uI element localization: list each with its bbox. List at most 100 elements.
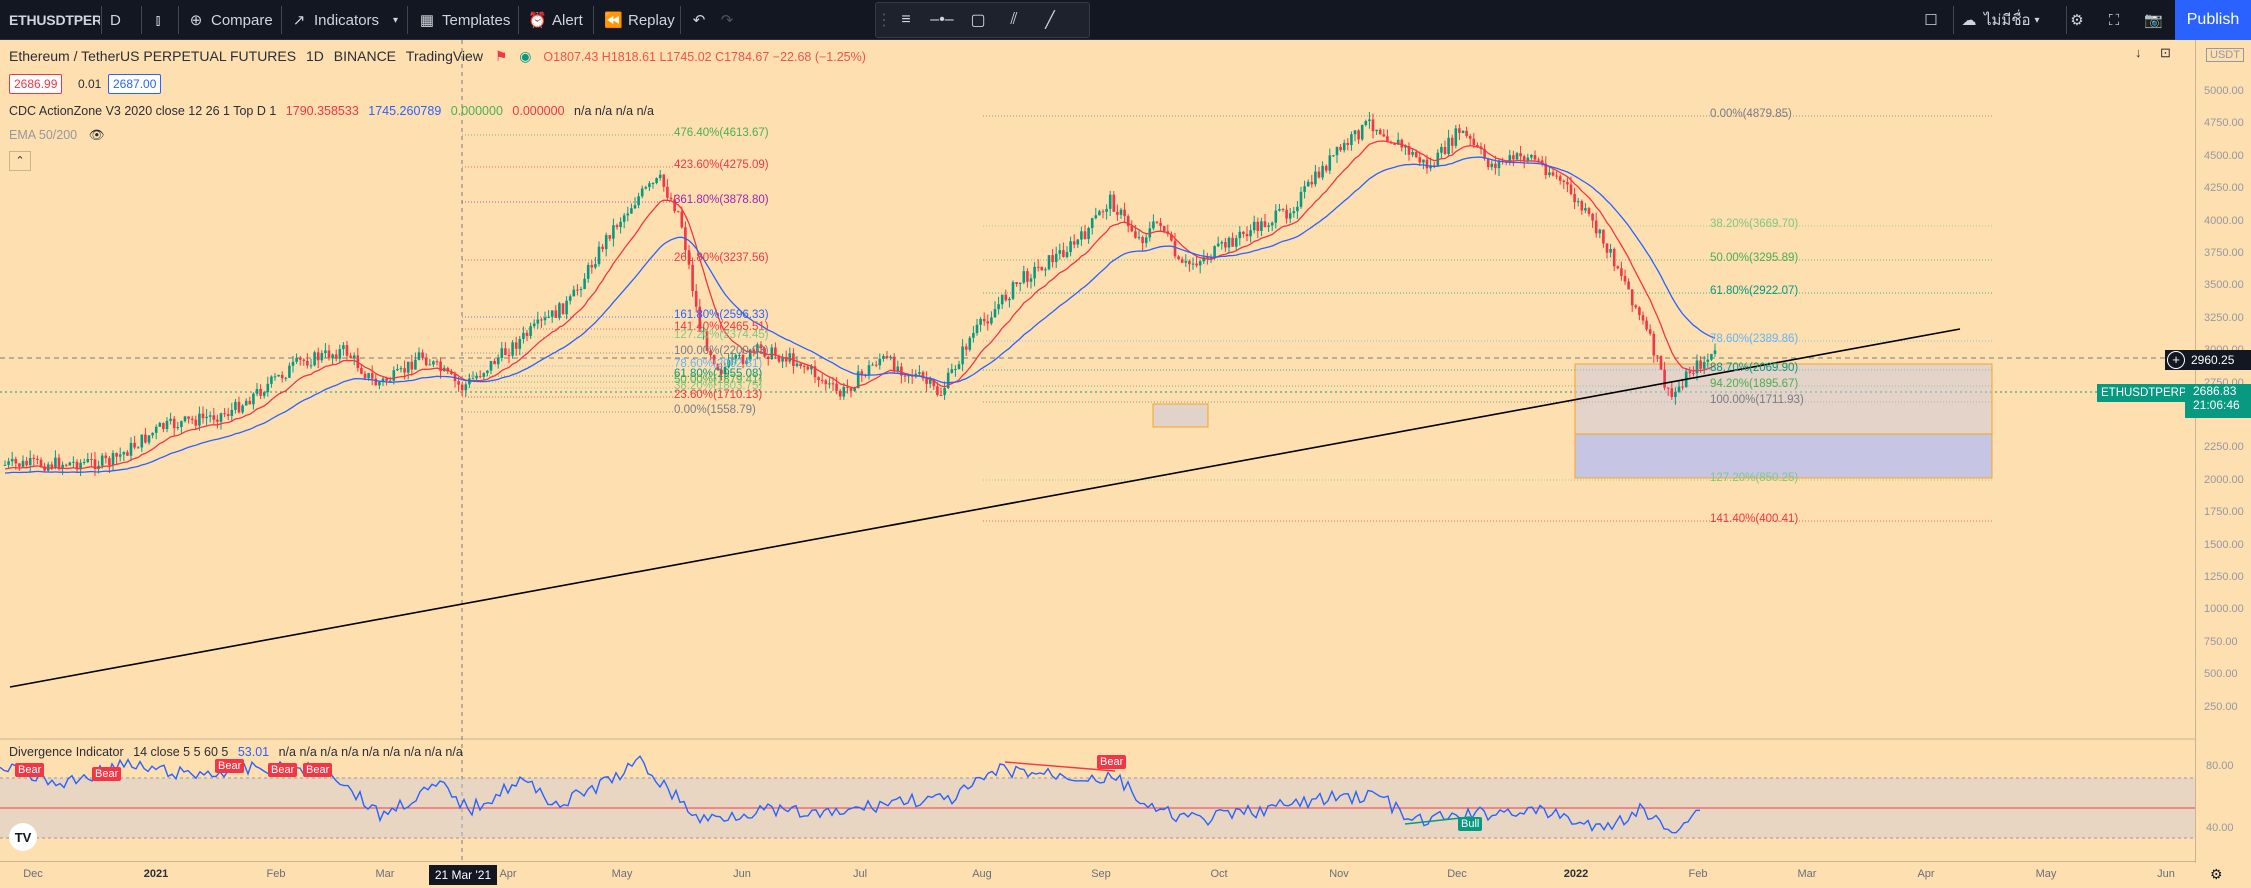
bid-price-box[interactable]: 2686.99 [9, 74, 63, 94]
chart-pane[interactable]: Ethereum / TetherUS PERPETUAL FUTURES 1D… [0, 40, 2195, 863]
candle-body [698, 306, 702, 332]
separator [407, 6, 408, 34]
candle-body [180, 421, 183, 427]
indicator2-name: EMA 50/200 [9, 128, 78, 142]
candle-body [993, 309, 997, 318]
candle-body [1404, 145, 1407, 148]
layout-name-button[interactable]: ☁ ไม่มีชื่อ ▾ [1960, 0, 2040, 40]
candle-body [504, 348, 507, 355]
candle-body [190, 418, 194, 420]
candle-body [14, 458, 18, 464]
symbol-price-tag: ETHUSDTPERP [2097, 384, 2187, 402]
chart-canvas[interactable] [0, 40, 2195, 863]
candle-body [1004, 294, 1008, 301]
candle-body [43, 466, 46, 471]
compare-label: Compare [211, 11, 273, 29]
time-tick-label: Feb [266, 868, 286, 880]
fib-level-label: 0.00%(1558.79) [674, 404, 756, 416]
indicators-icon: ↗ [292, 12, 306, 29]
candle-body [979, 318, 982, 325]
candle-body [108, 458, 111, 466]
fib-extension-left[interactable] [462, 134, 675, 413]
scroll-bottom-button[interactable]: ↓ [2135, 45, 2142, 60]
tradingview-logo-icon[interactable]: TV [9, 823, 37, 851]
candle-body [1299, 191, 1303, 207]
candle-body [1598, 229, 1602, 234]
currency-label[interactable]: USDT [2206, 48, 2244, 62]
candle-body [277, 374, 280, 377]
fib-tool-icon[interactable]: ≡ [901, 11, 911, 28]
rectangle-tool-icon[interactable]: ▢ [970, 12, 986, 29]
candle-body [756, 344, 759, 352]
undo-button[interactable]: ↶ [690, 0, 714, 40]
fullscreen-button[interactable]: ⛶ [2105, 0, 2129, 40]
ask-price-box[interactable]: 2687.00 [108, 74, 162, 94]
candle-body [1296, 206, 1299, 212]
candle-body [284, 377, 288, 379]
candle-body [1587, 208, 1591, 214]
candle-body [223, 413, 226, 415]
price-axis[interactable]: USDT 5000.00 4750.00 4500.00 4250.00 4000.00… [2195, 40, 2251, 863]
candle-body [82, 462, 86, 464]
candle-body [1335, 146, 1339, 156]
eye-hidden-icon[interactable]: 👁 [88, 128, 105, 142]
price-tick-label: 5000.00 [2204, 85, 2244, 97]
candle-body [662, 174, 666, 187]
resistance-zone-rectangle[interactable] [1574, 363, 1993, 435]
candle-body [1530, 155, 1533, 158]
fib-retracement-right[interactable] [983, 115, 1993, 522]
collapse-legend-button[interactable]: ⌃ [9, 151, 31, 171]
trend-line[interactable] [9, 328, 1961, 688]
symbol-search-button[interactable]: ETHUSDTPERP [0, 0, 100, 40]
maximize-pane-button[interactable]: ⊡ [2160, 45, 2171, 61]
add-plus-icon[interactable]: + [2167, 351, 2185, 369]
candle-body [1634, 305, 1638, 308]
indicators-button[interactable]: ↗ Indicators ▾ [290, 0, 398, 40]
candle-body [1458, 128, 1461, 133]
layout-button[interactable]: ☐ [1922, 0, 1946, 40]
candle-body [1515, 153, 1519, 160]
price-tick-label: 4500.00 [2204, 149, 2244, 162]
publish-button[interactable]: Publish [2175, 0, 2251, 40]
flag-icon[interactable]: ⚑ [494, 48, 508, 64]
candle-body [234, 401, 237, 410]
candle-body [1674, 391, 1677, 398]
candle-body [75, 461, 79, 470]
small-zone-rectangle[interactable] [1152, 403, 1209, 428]
support-zone-rectangle[interactable] [1574, 433, 1993, 479]
interval-button[interactable]: D [110, 0, 130, 40]
candle-body [694, 290, 698, 307]
price-candles[interactable] [3, 111, 1717, 477]
gear-icon[interactable]: ⚙ [2210, 866, 2223, 882]
fib-level-label: 50.00%(3295.89) [1710, 252, 1799, 264]
templates-button[interactable]: ▦ Templates [418, 0, 510, 40]
candle-body [140, 434, 144, 448]
candle-body [198, 413, 201, 426]
settings-button[interactable]: ⚙ [2068, 0, 2092, 40]
snapshot-button[interactable]: 📷 [2144, 0, 2168, 40]
candle-body [648, 183, 651, 188]
candle-body [1548, 172, 1551, 176]
replay-button[interactable]: ⏪ Replay [604, 0, 675, 40]
candle-body [1303, 186, 1306, 192]
alert-button[interactable]: ⏰ Alert [528, 0, 583, 40]
redo-button[interactable]: ↷ [718, 0, 742, 40]
pitchfork-icon[interactable]: ⫽ [1010, 11, 1018, 28]
drag-handle-icon[interactable]: ⋮ [876, 12, 892, 29]
indicator2-legend[interactable]: EMA 50/200 👁 [9, 128, 104, 143]
candle-body [1188, 261, 1191, 265]
fib-level-label: 127.20%(2374.45) [674, 329, 769, 341]
candle-body [39, 459, 43, 467]
indicator1-value1: 1790.358533 [285, 104, 359, 118]
chart-type-button[interactable]: ⫾ [150, 0, 172, 40]
main-legend[interactable]: Ethereum / TetherUS PERPETUAL FUTURES 1D… [9, 48, 866, 65]
compare-button[interactable]: ⊕ Compare [187, 0, 273, 40]
candle-body [572, 289, 576, 297]
time-axis[interactable]: Dec 2021 Feb Mar Apr May Jun Jul Aug Sep Oct Nov Dec… [0, 861, 2223, 888]
candle-body [968, 337, 972, 350]
trend-line-icon[interactable]: ╱ [1045, 12, 1055, 29]
indicator1-legend[interactable]: CDC ActionZone V3 2020 close 12 26 1 Top… [9, 104, 654, 118]
horizontal-line-icon[interactable]: –•– [930, 11, 954, 28]
oscillator-legend[interactable]: Divergence Indicator 14 close 5 5 60 5 5… [9, 745, 463, 759]
